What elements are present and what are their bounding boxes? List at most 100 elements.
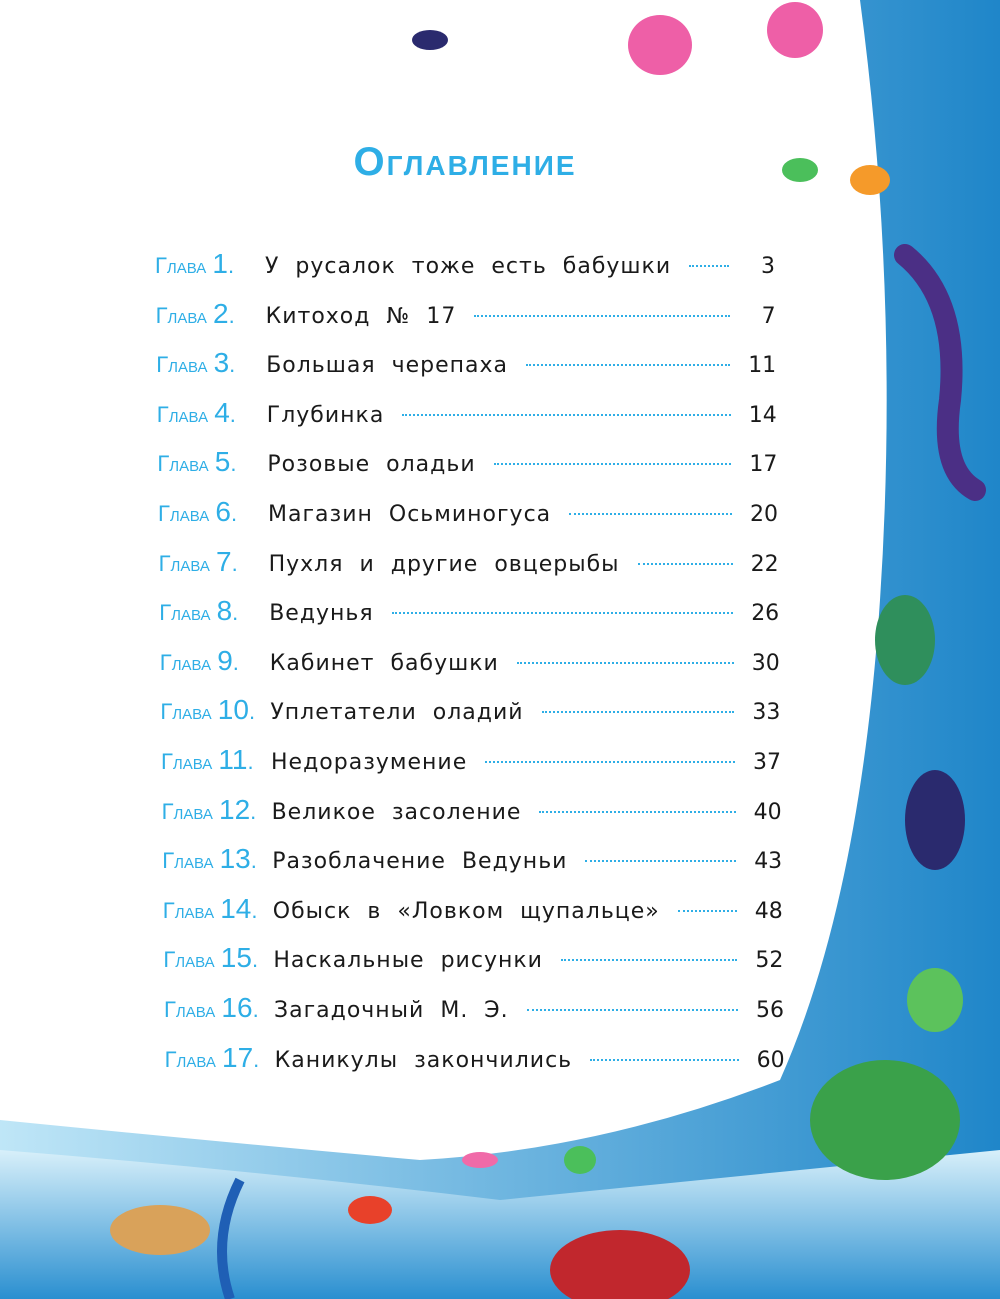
chapter-number: 3 — [213, 347, 230, 379]
toc-row[interactable]: Глава 16. Загадочный М. Э. 56 — [164, 992, 784, 1032]
turtle-icon — [810, 968, 963, 1180]
chapter-label: Глава 14. — [162, 892, 258, 924]
chapter-title: Розовые оладьи — [267, 452, 476, 478]
chapter-word: Глава — [159, 600, 211, 626]
toc-row[interactable]: Глава 6. Магазин Осьминогуса 20 — [158, 496, 778, 536]
chapter-title: Магазин Осьминогуса — [268, 502, 552, 527]
chapter-number: 15 — [220, 942, 252, 974]
chapter-title: Великое засоление — [271, 799, 522, 825]
toc-row[interactable]: Глава 14. Обыск в «Ловком щупальце» 48 — [163, 893, 783, 933]
chapter-word: Глава — [155, 302, 207, 328]
chapter-label: Глава 11. — [161, 744, 254, 775]
chapter-word: Глава — [157, 451, 209, 477]
dot-leader — [637, 562, 733, 565]
jellyfish-icon — [628, 2, 823, 75]
toc-row[interactable]: Глава 7. Пухля и другие овцерыбы 22 — [159, 546, 779, 586]
dot-leader — [402, 413, 731, 416]
chapter-word: Глава — [155, 253, 207, 278]
page-title: Оглавление — [353, 140, 577, 184]
chapter-label: Глава 16. — [164, 992, 259, 1023]
dot-leader — [560, 959, 738, 962]
dot-leader — [474, 314, 730, 317]
dot-leader — [541, 711, 735, 714]
dot-leader — [516, 661, 734, 664]
chapter-title: Большая черепаха — [266, 353, 509, 379]
chapter-word: Глава — [156, 401, 209, 427]
chapter-title: Наскальные рисунки — [273, 948, 543, 974]
chapter-title: Каникулы закончились — [274, 1047, 573, 1073]
chapter-title: Обыск в «Ловком щупальце» — [272, 898, 660, 924]
chapter-label: Глава 9. — [159, 644, 239, 676]
dot-leader — [391, 612, 734, 615]
chapter-number: 11 — [218, 744, 248, 775]
chapter-number: 6 — [215, 496, 231, 527]
fish-icon — [348, 30, 965, 1224]
chapter-title: Загадочный М. Э. — [274, 998, 509, 1023]
chapter-title: Глубинка — [266, 402, 385, 428]
toc-row[interactable]: Глава 11. Недоразумение 37 — [161, 744, 781, 784]
chapter-number: 5 — [214, 446, 231, 478]
chapter-number: 2 — [213, 297, 229, 329]
chapter-label: Глава 13. — [162, 843, 257, 875]
toc-row[interactable]: Глава 12. Великое засоление 40 — [162, 794, 782, 834]
toc-row[interactable]: Глава 10. Уплетатели оладий 33 — [160, 694, 780, 734]
dot-leader — [590, 1058, 739, 1061]
toc-row[interactable]: Глава 17. Каникулы закончились 60 — [165, 1042, 785, 1082]
page-number: 37 — [753, 750, 781, 775]
chapter-title: Уплетатели оладий — [270, 700, 524, 726]
chapter-word: Глава — [158, 501, 210, 526]
toc-row[interactable]: Глава 5. Розовые оладьи 17 — [157, 446, 777, 486]
chapter-label: Глава 15. — [163, 942, 259, 974]
toc-row[interactable]: Глава 15. Наскальные рисунки 52 — [163, 942, 783, 982]
chapter-number: 12 — [219, 793, 251, 825]
page-number: 60 — [756, 1047, 785, 1073]
chapter-title: У русалок тоже есть бабушки — [265, 254, 672, 279]
coral-icon — [550, 1230, 690, 1299]
chapter-word: Глава — [156, 352, 208, 378]
chapter-word: Глава — [161, 798, 213, 824]
chapter-label: Глава 2. — [155, 297, 235, 329]
dot-leader — [526, 364, 731, 367]
page-number: 30 — [751, 650, 780, 676]
chapter-word: Глава — [159, 649, 212, 675]
chapter-word: Глава — [164, 1046, 216, 1072]
chapter-word: Глава — [161, 749, 213, 774]
dot-leader — [485, 761, 735, 763]
toc-row[interactable]: Глава 1. У русалок тоже есть бабушки 3 — [155, 248, 775, 288]
chapter-number: 13 — [219, 843, 251, 875]
chapter-number: 1 — [212, 248, 228, 279]
page-number: 14 — [748, 402, 777, 428]
chapter-number: 10 — [217, 694, 249, 726]
page-number: 20 — [750, 502, 778, 527]
chapter-number: 7 — [216, 545, 232, 577]
eel-icon — [894, 244, 986, 501]
chapter-label: Глава 17. — [164, 1041, 260, 1073]
toc-row[interactable]: Глава 2. Китоход № 17 7 — [156, 298, 776, 338]
seaweed-icon — [217, 1177, 245, 1299]
chapter-label: Глава 10. — [160, 694, 256, 726]
chapter-title: Ведунья — [269, 601, 374, 627]
page-number: 52 — [755, 948, 784, 974]
dot-leader — [526, 1009, 738, 1011]
chapter-number: 4 — [214, 396, 230, 428]
page-number: 17 — [749, 452, 778, 478]
dot-leader — [539, 810, 736, 813]
toc-row[interactable]: Глава 13. Разоблачение Ведуньи 43 — [162, 843, 782, 883]
chapter-word: Глава — [160, 699, 212, 725]
toc-row[interactable]: Глава 4. Глубинка 14 — [157, 397, 777, 437]
dot-leader — [569, 513, 732, 515]
toc-row[interactable]: Глава 3. Большая черепаха 11 — [156, 347, 776, 387]
chapter-word: Глава — [164, 997, 216, 1022]
toc-row[interactable]: Глава 8. Ведунья 26 — [159, 595, 779, 635]
chapter-title: Недоразумение — [271, 750, 468, 775]
page-number: 33 — [752, 700, 781, 726]
chapter-title: Пухля и другие овцерыбы — [268, 551, 620, 577]
page-number: 22 — [750, 551, 779, 577]
chapter-label: Глава 12. — [161, 793, 257, 825]
page-number: 48 — [754, 898, 783, 924]
chapter-number: 17 — [222, 1041, 254, 1073]
page-number: 56 — [756, 998, 784, 1023]
chapter-label: Глава 8. — [159, 595, 239, 627]
dot-leader — [493, 463, 732, 466]
toc-row[interactable]: Глава 9. Кабинет бабушки 30 — [160, 645, 780, 685]
